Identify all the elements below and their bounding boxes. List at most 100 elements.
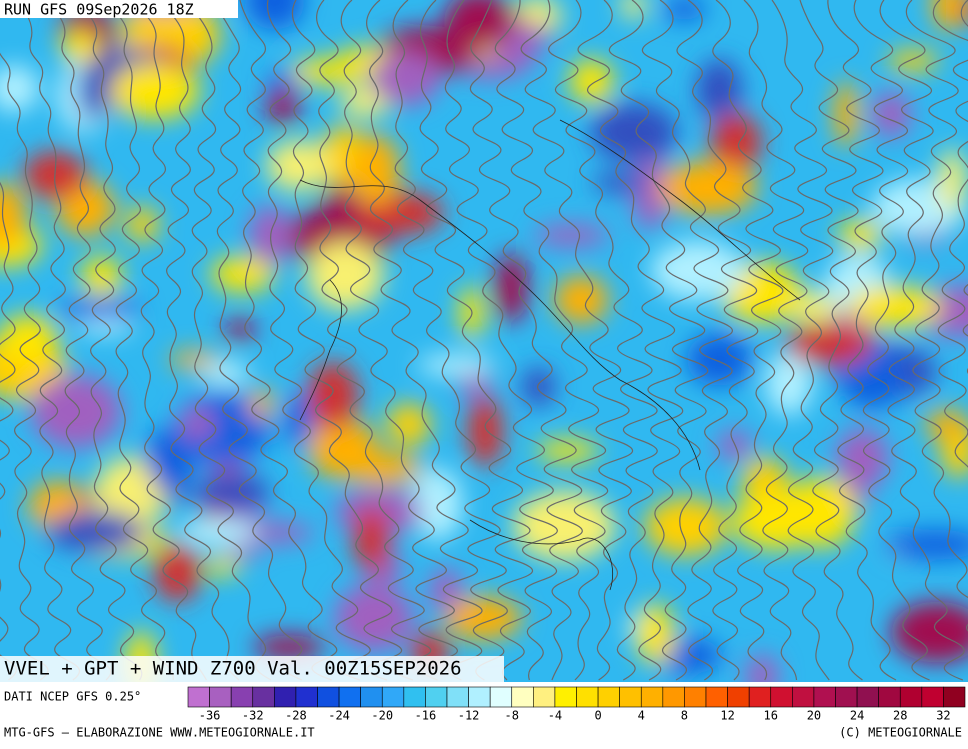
colorbar-swatch — [640, 686, 664, 708]
streamline — [676, 0, 759, 681]
streamline — [43, 0, 112, 681]
field-blob — [386, 403, 431, 446]
colorbar-swatch — [446, 686, 469, 708]
field-blob — [696, 58, 743, 121]
field-blob — [153, 543, 201, 602]
colorbar-swatch — [813, 686, 836, 708]
colorbar-tick-label: 28 — [893, 709, 907, 723]
streamline — [577, 0, 684, 681]
field-blob — [308, 418, 379, 480]
field-blob — [710, 113, 762, 172]
field-blob — [250, 388, 275, 418]
streamline — [15, 0, 81, 681]
colorbar-tick-label: -32 — [242, 709, 264, 723]
field-blob — [306, 241, 384, 310]
colorbar-tick-label: 0 — [594, 709, 601, 723]
colorbar-swatch — [252, 686, 275, 708]
field-blob — [837, 219, 882, 251]
field-blob — [225, 317, 255, 342]
colorbar-swatch — [338, 686, 361, 708]
streamline — [494, 0, 609, 681]
field-blob — [443, 596, 522, 640]
streamline — [799, 0, 863, 681]
field-blob — [925, 409, 968, 440]
field-blob — [199, 360, 251, 386]
field-blob — [635, 603, 675, 665]
streamline — [932, 0, 968, 468]
colorbar-tick-label: 4 — [638, 709, 645, 723]
field-blob — [0, 314, 58, 364]
field-blob — [370, 51, 441, 106]
coastlines — [299, 119, 801, 591]
colorbar-swatch — [921, 686, 944, 708]
field-blob — [839, 347, 906, 409]
field-blob — [429, 567, 463, 614]
streamline — [905, 0, 968, 632]
title-box — [0, 656, 504, 682]
field-blob — [125, 206, 159, 243]
streamline — [520, 0, 633, 681]
field-blob — [834, 80, 859, 148]
field-blob — [513, 490, 615, 561]
colorbar-swatch — [209, 686, 232, 708]
run-label: RUN GFS 09Sep2026 18Z — [4, 1, 194, 19]
field-blob — [94, 456, 166, 531]
streamline — [771, 0, 834, 681]
field-blob — [289, 58, 369, 85]
colorbar-swatch — [662, 686, 685, 708]
colorbar-tick-label: -24 — [328, 709, 350, 723]
field-blob — [534, 224, 609, 247]
header-box — [0, 0, 238, 18]
field-blob — [590, 102, 678, 162]
field-blob — [444, 0, 514, 50]
colorbar-swatch — [511, 686, 534, 708]
field-blob — [536, 439, 600, 462]
streamline — [291, 0, 403, 681]
streamline — [743, 0, 809, 681]
streamline — [99, 0, 174, 681]
streamline — [183, 0, 272, 681]
colorbar-swatch — [187, 686, 210, 708]
colorbar-tick-label: -12 — [458, 709, 480, 723]
field-blob — [210, 256, 276, 293]
streamline — [444, 0, 558, 681]
colorbar-swatch — [360, 686, 383, 708]
field-blob — [417, 354, 496, 377]
map-title: VVEL + GPT + WIND Z700 Val. 00Z15SEP2026 — [4, 658, 462, 680]
colorbar-tick-label: 20 — [807, 709, 821, 723]
field-blob — [248, 205, 292, 266]
streamline — [469, 0, 583, 681]
field-blob — [931, 0, 964, 31]
field-blob — [351, 134, 401, 206]
streamline — [366, 0, 483, 681]
colorbar-tick-label: -8 — [505, 709, 519, 723]
field-blob — [467, 396, 504, 467]
field-blob — [890, 601, 968, 663]
field-blob — [195, 472, 270, 513]
colorbar-swatch — [878, 686, 901, 708]
field-blob — [253, 634, 326, 660]
streamline — [316, 0, 432, 681]
field-blob — [180, 405, 214, 441]
streamline — [71, 0, 143, 681]
wind-streamlines — [0, 0, 968, 681]
colorbar-swatch — [533, 686, 556, 708]
field-blob — [620, 0, 647, 19]
colorbar-swatch — [295, 686, 318, 708]
colorbar-tick-label: -28 — [285, 709, 307, 723]
colorbar-tick-label: -16 — [415, 709, 437, 723]
colorbar-swatch — [597, 686, 620, 708]
colorbar-swatch — [425, 686, 448, 708]
field-blob — [848, 285, 942, 329]
colorbar-swatch — [274, 686, 297, 708]
colorbar-swatch — [317, 686, 340, 708]
colorbar-swatch — [576, 686, 599, 708]
colorbar-swatch — [899, 686, 923, 708]
field-blob — [244, 0, 305, 30]
field-blob — [494, 252, 529, 323]
streamline — [548, 0, 658, 681]
streamline — [853, 0, 930, 681]
field-blob — [592, 172, 646, 194]
colorbar-swatch — [748, 686, 772, 708]
colorbar-swatch — [403, 686, 426, 708]
